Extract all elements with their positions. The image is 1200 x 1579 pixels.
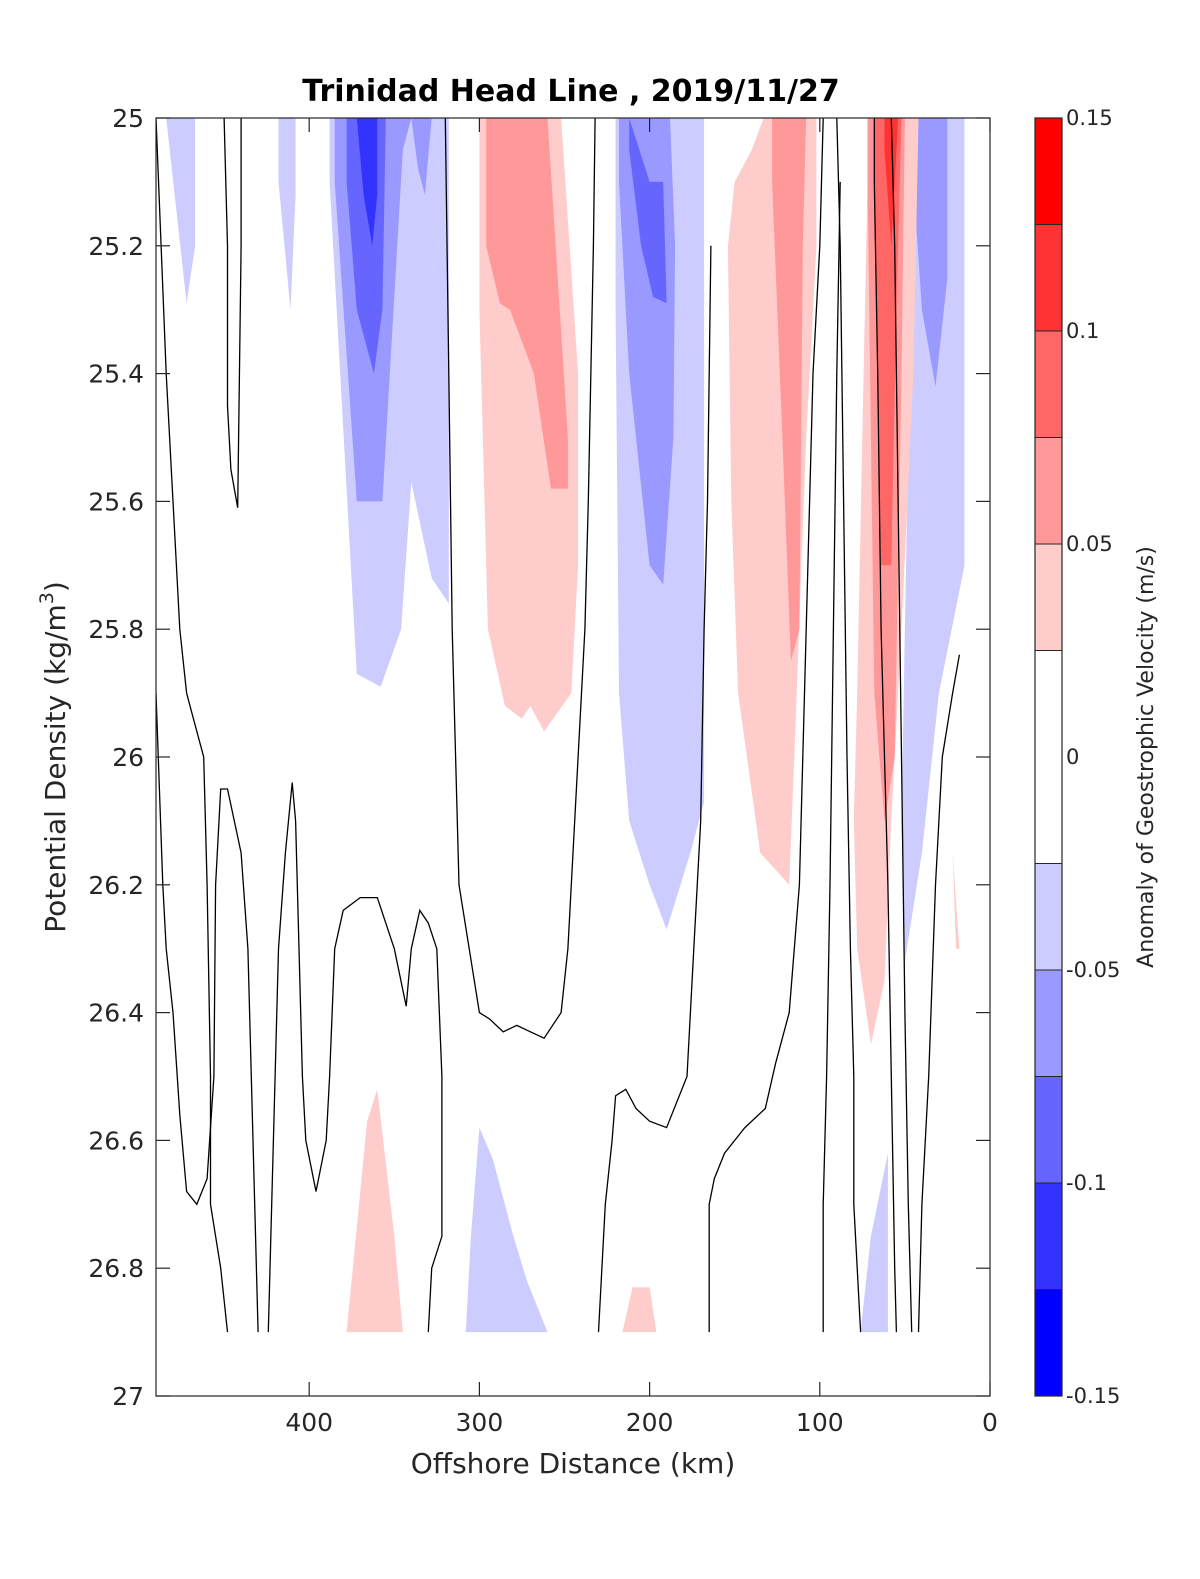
colorbar-frame <box>1034 117 1063 1397</box>
chart-title: Trinidad Head Line , 2019/11/27 <box>302 74 839 109</box>
colorbar-tick-label: -0.05 <box>1066 958 1120 982</box>
colorbar-tick-label: 0.15 <box>1066 106 1113 130</box>
x-axis: 400 300 200 100 0 <box>285 118 998 1437</box>
filled-region-21 <box>772 118 807 662</box>
y-axis-label-superscript: 3 <box>36 592 58 604</box>
contour-line-4 <box>444 118 596 1040</box>
filled-contours <box>166 118 965 1333</box>
colorbar-swatch-10 <box>1035 118 1062 225</box>
colorbar-tick-label: 0.1 <box>1066 319 1099 343</box>
contour-lines <box>156 118 961 1333</box>
filled-region-1 <box>278 118 296 310</box>
colorbar-swatch-9 <box>1035 224 1062 331</box>
y-tick-label: 25.2 <box>88 232 144 261</box>
colorbar-tick-label: 0.05 <box>1066 532 1113 556</box>
colorbar-tick-label: 0 <box>1066 745 1079 769</box>
colorbar-swatch-8 <box>1035 331 1062 438</box>
contour-line-6 <box>708 118 824 1333</box>
y-axis: 25 25.2 25.4 25.6 25.8 26 26.2 26.4 26.6 26.8 27 <box>88 104 990 1411</box>
x-tick-label: 300 <box>456 1408 504 1437</box>
filled-region-4 <box>901 118 965 962</box>
colorbar-swatch-4 <box>1035 863 1062 970</box>
filled-region-9 <box>913 118 948 387</box>
colorbar-tick-label: -0.1 <box>1066 1171 1107 1195</box>
colorbar-swatch-1 <box>1035 1183 1062 1290</box>
contour-line-2 <box>156 693 259 1333</box>
colorbar-swatch-0 <box>1035 1289 1062 1396</box>
y-tick-label: 26.8 <box>88 1254 144 1283</box>
y-tick-label: 25.4 <box>88 360 144 389</box>
filled-region-19 <box>952 852 960 949</box>
filled-region-24 <box>884 118 899 246</box>
contour-line-5 <box>597 245 712 1333</box>
y-tick-label: 26.4 <box>88 999 144 1028</box>
colorbar-swatch-6 <box>1035 544 1062 651</box>
y-tick-label: 25.6 <box>88 487 144 516</box>
y-tick-label: 26.2 <box>88 871 144 900</box>
y-tick-label: 27 <box>112 1382 144 1411</box>
colorbar-tick-label: -0.15 <box>1066 1384 1120 1408</box>
x-tick-label: 400 <box>285 1408 333 1437</box>
y-tick-label: 25 <box>112 104 144 133</box>
y-tick-label: 25.8 <box>88 615 144 644</box>
contour-line-11 <box>917 654 961 1333</box>
filled-region-6 <box>860 1153 888 1333</box>
filled-region-13 <box>356 118 378 246</box>
filled-region-12 <box>629 118 667 304</box>
colorbar-label: Anomaly of Geostrophic Velocity (m/s) <box>1134 546 1159 968</box>
colorbar-swatch-5 <box>1035 650 1062 864</box>
contour-line-9 <box>873 118 898 1333</box>
y-axis-label: Potential Density (kg/m3) <box>36 581 72 933</box>
contour-line-3 <box>267 782 443 1333</box>
filled-region-5 <box>465 1127 548 1333</box>
x-tick-label: 0 <box>982 1408 998 1437</box>
y-tick-label: 26.6 <box>88 1126 144 1155</box>
colorbar-swatch-7 <box>1035 437 1062 544</box>
colorbar: -0.15 -0.1 -0.05 0 0.05 0.1 0.15 <box>1034 106 1120 1408</box>
contour-line-8 <box>822 181 841 1333</box>
y-tick-label: 26 <box>112 743 144 772</box>
filled-region-10 <box>411 118 432 195</box>
x-axis-label: Offshore Distance (km) <box>411 1447 736 1480</box>
filled-region-17 <box>346 1089 403 1333</box>
x-tick-label: 100 <box>796 1408 844 1437</box>
filled-region-18 <box>622 1287 657 1333</box>
colorbar-swatch-2 <box>1035 1076 1062 1183</box>
colorbar-swatch-3 <box>1035 970 1062 1077</box>
contour-line-1 <box>223 118 242 508</box>
contour-line-10 <box>890 118 913 1333</box>
filled-region-20 <box>486 118 568 489</box>
contour-line-7 <box>836 118 862 1333</box>
x-tick-label: 200 <box>626 1408 674 1437</box>
filled-region-0 <box>166 118 196 304</box>
